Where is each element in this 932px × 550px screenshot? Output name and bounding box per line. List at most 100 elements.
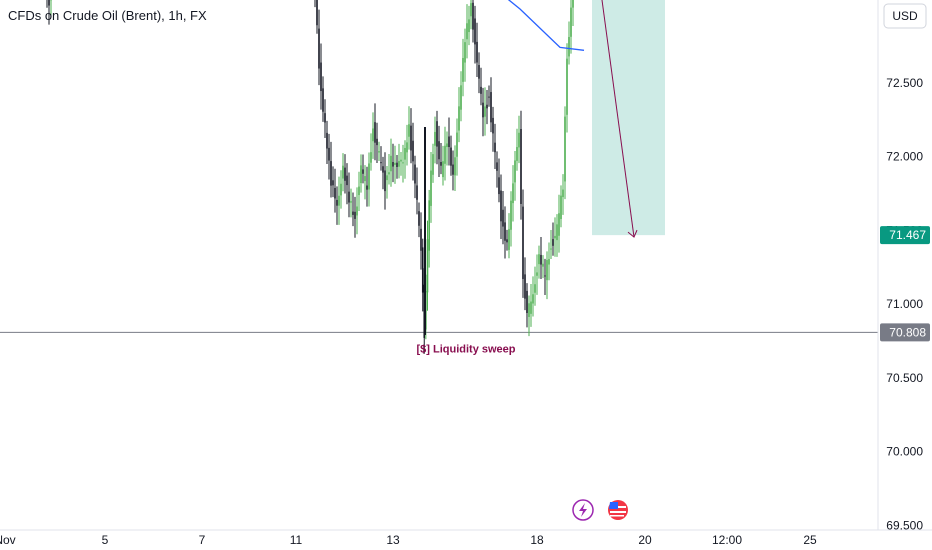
candle-body [552, 239, 554, 246]
candle-body [374, 122, 376, 143]
candle-body [440, 162, 442, 166]
candle-body [516, 147, 518, 161]
candle-body [370, 152, 372, 163]
candle-body [406, 142, 408, 153]
candle-body [316, 0, 318, 26]
time-tick-label: 5 [102, 533, 109, 547]
time-tick-label: 25 [803, 533, 817, 547]
candle-body [544, 275, 546, 277]
candle-body [412, 140, 414, 162]
moving-average-line [507, 0, 585, 51]
candle-body [438, 141, 440, 160]
candle-body [396, 162, 398, 167]
candle-body [486, 104, 488, 109]
candle-body [466, 23, 468, 40]
time-tick-label: 13 [386, 533, 400, 547]
candle-body [474, 18, 476, 45]
candle-body [500, 190, 502, 222]
price-tick-label: 72.500 [886, 76, 923, 90]
candle-body [360, 165, 362, 184]
candle-body [334, 187, 336, 199]
candle-body [390, 155, 392, 172]
candle-body [526, 290, 528, 313]
candle-body [498, 177, 500, 195]
candle-body [462, 57, 464, 82]
candle-body [418, 211, 420, 226]
candle-body [532, 294, 534, 304]
candle-body [384, 170, 386, 192]
lines-layer [0, 331, 878, 333]
candle-body [492, 117, 494, 134]
projection-arrowhead [627, 229, 638, 238]
candle-body [318, 28, 320, 69]
candle-body [426, 239, 429, 293]
price-label-text: 71.467 [889, 228, 926, 242]
candle-body [322, 88, 324, 112]
candle-body [400, 159, 402, 162]
us-flag-icon[interactable] [608, 500, 628, 520]
candle-body [442, 161, 444, 178]
candle-body [524, 274, 526, 299]
candle-body [564, 116, 566, 182]
price-tick-label: 71.000 [886, 297, 923, 311]
candle-body [420, 228, 422, 251]
candle-body [350, 201, 352, 203]
candle-body [398, 160, 400, 167]
candle-body [368, 163, 370, 190]
chart-title: CFDs on Crude Oil (Brent), 1h, FX [8, 8, 207, 23]
price-tick-label: 69.500 [886, 518, 923, 532]
candle-body [536, 272, 538, 276]
candle-body [450, 147, 452, 166]
candle-body [494, 142, 496, 153]
time-tick-label: 18 [530, 533, 544, 547]
currency-button[interactable]: USD [883, 3, 927, 29]
price-label-box [880, 226, 930, 245]
price-tick-label: 72.000 [886, 150, 923, 164]
candle-body [560, 195, 562, 219]
candle-body [376, 138, 378, 146]
candle-body [470, 3, 472, 17]
candle-body [546, 260, 548, 281]
candle-body [460, 85, 462, 110]
price-axis-panel[interactable] [878, 0, 932, 530]
candle-body [414, 164, 416, 184]
candle-body [354, 211, 356, 219]
candle-body [428, 200, 430, 251]
candle-body [562, 189, 564, 198]
candle-body [392, 162, 394, 167]
flash-icon[interactable] [572, 499, 594, 521]
time-tick-label: 7 [199, 533, 206, 547]
candle-body [454, 157, 456, 176]
candle-body [510, 200, 512, 230]
candle-body [478, 65, 480, 79]
candle-body [436, 121, 438, 147]
time-tick-label: 11 [290, 533, 303, 547]
candle-body [572, 0, 574, 8]
candle-body [488, 96, 490, 98]
candle-body [408, 124, 410, 137]
candle-body [386, 175, 388, 181]
candle-body [48, 0, 50, 6]
candle-body [421, 247, 424, 293]
candle-body [540, 254, 542, 265]
candle-body [348, 191, 350, 203]
annotations-layer: BOS2H SUPPLY ZONE[$][$] Liquidity sweep [416, 0, 638, 355]
currency-label: USD [892, 9, 918, 23]
candle-body [568, 36, 570, 57]
candle-body [372, 128, 374, 142]
candle-body [518, 132, 520, 148]
candle-body [432, 154, 434, 175]
candle-body [336, 199, 338, 206]
candle-body [534, 284, 536, 293]
candle-body [508, 229, 510, 250]
candle-body [482, 102, 484, 118]
projection-arrow [601, 0, 635, 238]
candle-body [364, 176, 366, 182]
candles-layer [46, 0, 574, 354]
time-axis-ticks: Nov 5 7 11 13 18 20 12:00 25 [0, 533, 817, 547]
candle-body [356, 206, 358, 216]
candle-body [476, 41, 478, 63]
candle-body [496, 162, 498, 171]
